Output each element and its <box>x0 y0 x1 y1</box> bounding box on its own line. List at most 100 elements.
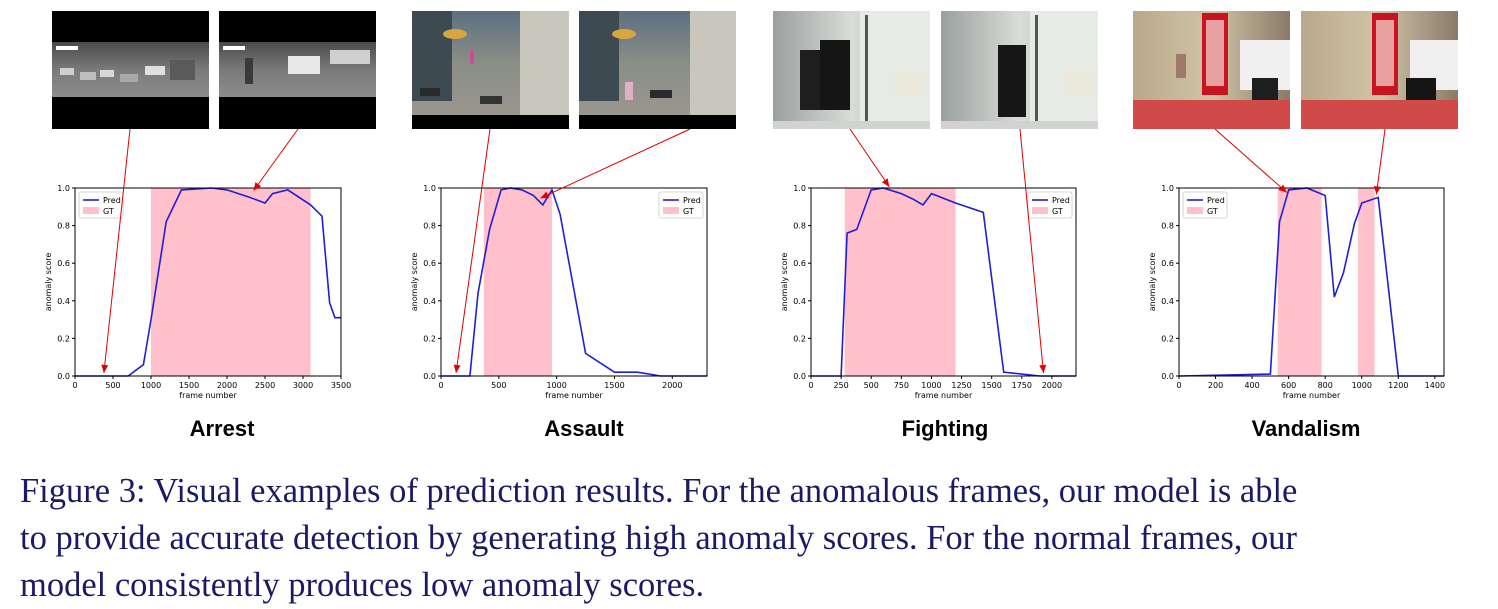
y-tick-label: 0.6 <box>793 259 806 268</box>
y-tick-label: 0.0 <box>423 372 436 381</box>
pointer-arrow <box>540 128 691 199</box>
anomaly-chart: 0 250 500 750 1000 1250 1500 1750 2000 0.0 0.2 0.4 0… <box>780 184 1077 441</box>
y-tick-label: 0.6 <box>423 259 436 268</box>
x-tick-label: 200 <box>1208 381 1223 390</box>
legend-label: GT <box>1052 207 1063 216</box>
frame-thumbnail <box>219 11 376 129</box>
pred-line <box>811 187 1076 377</box>
x-tick-label: 0 <box>72 381 77 390</box>
legend: Pred GT <box>1027 191 1073 219</box>
panel-title: Vandalism <box>1252 416 1361 441</box>
y-tick-label: 0.4 <box>1161 297 1174 306</box>
arrow-head <box>881 178 890 187</box>
y-tick-label: 0.2 <box>1161 334 1174 343</box>
x-tick-label: 0 <box>808 381 813 390</box>
frame-thumbnail <box>52 11 209 129</box>
x-tick-label: 400 <box>1244 381 1259 390</box>
frame-thumbnail <box>1301 11 1458 129</box>
x-tick-label: 500 <box>491 381 506 390</box>
frame-thumbnail <box>941 11 1098 129</box>
x-tick-label: 1500 <box>604 381 624 390</box>
y-tick-label: 1.0 <box>793 184 806 193</box>
x-tick-label: 1500 <box>179 381 199 390</box>
x-tick-label: 1750 <box>1012 381 1032 390</box>
arrow-head <box>1278 184 1287 193</box>
legend: Pred GT <box>78 191 124 219</box>
pred-line <box>441 187 707 377</box>
x-tick-label: 1000 <box>921 381 941 390</box>
legend-gt-swatch <box>1032 207 1048 214</box>
x-tick-label: 2500 <box>255 381 275 390</box>
x-tick-label: 1000 <box>546 381 566 390</box>
y-tick-label: 0.8 <box>793 222 806 231</box>
y-axis-title: anomaly score <box>410 253 419 312</box>
x-axis-title: frame number <box>179 391 237 400</box>
legend-label: Pred <box>1207 196 1225 205</box>
legend-gt-swatch <box>83 207 99 214</box>
y-tick-label: 0.8 <box>1161 222 1174 231</box>
x-tick-label: 2000 <box>217 381 237 390</box>
panel-title: Fighting <box>902 416 989 441</box>
x-axis-title: frame number <box>915 391 973 400</box>
gt-interval <box>1277 188 1322 376</box>
y-tick-label: 1.0 <box>423 184 436 193</box>
y-tick-label: 0.4 <box>423 297 436 306</box>
x-tick-label: 0 <box>1176 381 1181 390</box>
legend-label: GT <box>1207 207 1218 216</box>
legend-gt-swatch <box>1187 207 1203 214</box>
y-tick-label: 0.6 <box>1161 259 1174 268</box>
arrow-head <box>1039 364 1047 373</box>
x-tick-label: 600 <box>1281 381 1296 390</box>
arrow-head <box>1373 186 1381 195</box>
x-tick-label: 0 <box>438 381 443 390</box>
x-tick-label: 2000 <box>662 381 682 390</box>
anomaly-chart: 0 200 400 600 800 1000 1200 1400 0.0 0.2 0.4 0.6 0.8… <box>1148 184 1445 441</box>
legend-label: Pred <box>103 196 121 205</box>
frame-thumbnail <box>1133 11 1290 129</box>
pointer-arrow <box>253 128 299 191</box>
y-tick-label: 0.2 <box>793 334 806 343</box>
y-tick-label: 0.0 <box>57 372 70 381</box>
x-tick-label: 1400 <box>1425 381 1445 390</box>
x-tick-label: 1000 <box>141 381 161 390</box>
charts-layer: 0 500 1000 1500 2000 2500 3000 35000.00.20.40.6… <box>44 184 1445 441</box>
y-tick-label: 0.4 <box>57 297 70 306</box>
y-tick-label: 0.0 <box>1161 372 1174 381</box>
x-axis-title: frame number <box>1283 391 1341 400</box>
x-tick-label: 1200 <box>1388 381 1408 390</box>
legend: Pred GT <box>1182 191 1228 219</box>
pointer-arrow <box>1214 128 1288 193</box>
arrow-head <box>101 364 109 373</box>
pointer-arrow <box>1375 128 1386 195</box>
anomaly-chart: 0 500 1000 1500 2000 2500 3000 3500 0.0 0.2 0.4 0.6… <box>44 184 351 441</box>
y-tick-label: 0.4 <box>793 297 806 306</box>
y-tick-label: 1.0 <box>1161 184 1174 193</box>
gt-interval <box>1358 188 1375 376</box>
caption-line: to provide accurate detection by generat… <box>20 519 1298 557</box>
x-tick-label: 1000 <box>1352 381 1372 390</box>
x-tick-label: 1500 <box>982 381 1002 390</box>
pred-line <box>75 187 341 377</box>
x-tick-label: 500 <box>105 381 120 390</box>
plot-frame <box>1178 187 1445 377</box>
y-tick-label: 0.8 <box>423 222 436 231</box>
legend-label: GT <box>103 207 114 216</box>
arrow-head <box>453 364 461 373</box>
legend-label: Pred <box>683 196 701 205</box>
y-tick-label: 1.0 <box>57 184 70 193</box>
gt-interval <box>151 188 311 376</box>
figure-svg: 0 500 1000 1500 2000 2500 3000 35000.00.20.40.6… <box>44 11 1458 441</box>
y-axis-title: anomaly score <box>44 253 53 312</box>
x-axis-title: frame number <box>545 391 603 400</box>
panel-title: Assault <box>544 416 624 441</box>
y-tick-label: 0.6 <box>57 259 70 268</box>
legend-label: Pred <box>1052 196 1070 205</box>
x-tick-label: 2000 <box>1042 381 1062 390</box>
y-tick-label: 0.0 <box>793 372 806 381</box>
pointer-arrow <box>455 128 491 374</box>
caption-line: Figure 3: Visual examples of prediction … <box>20 472 1298 510</box>
arrow-head <box>253 182 262 191</box>
pointer-arrow <box>849 128 890 188</box>
y-axis-title: anomaly score <box>780 253 789 312</box>
anomaly-chart: 0 500 1000 1500 2000 0.0 0.2 0.4 0.6 0.8 1.0 frame … <box>410 184 708 441</box>
